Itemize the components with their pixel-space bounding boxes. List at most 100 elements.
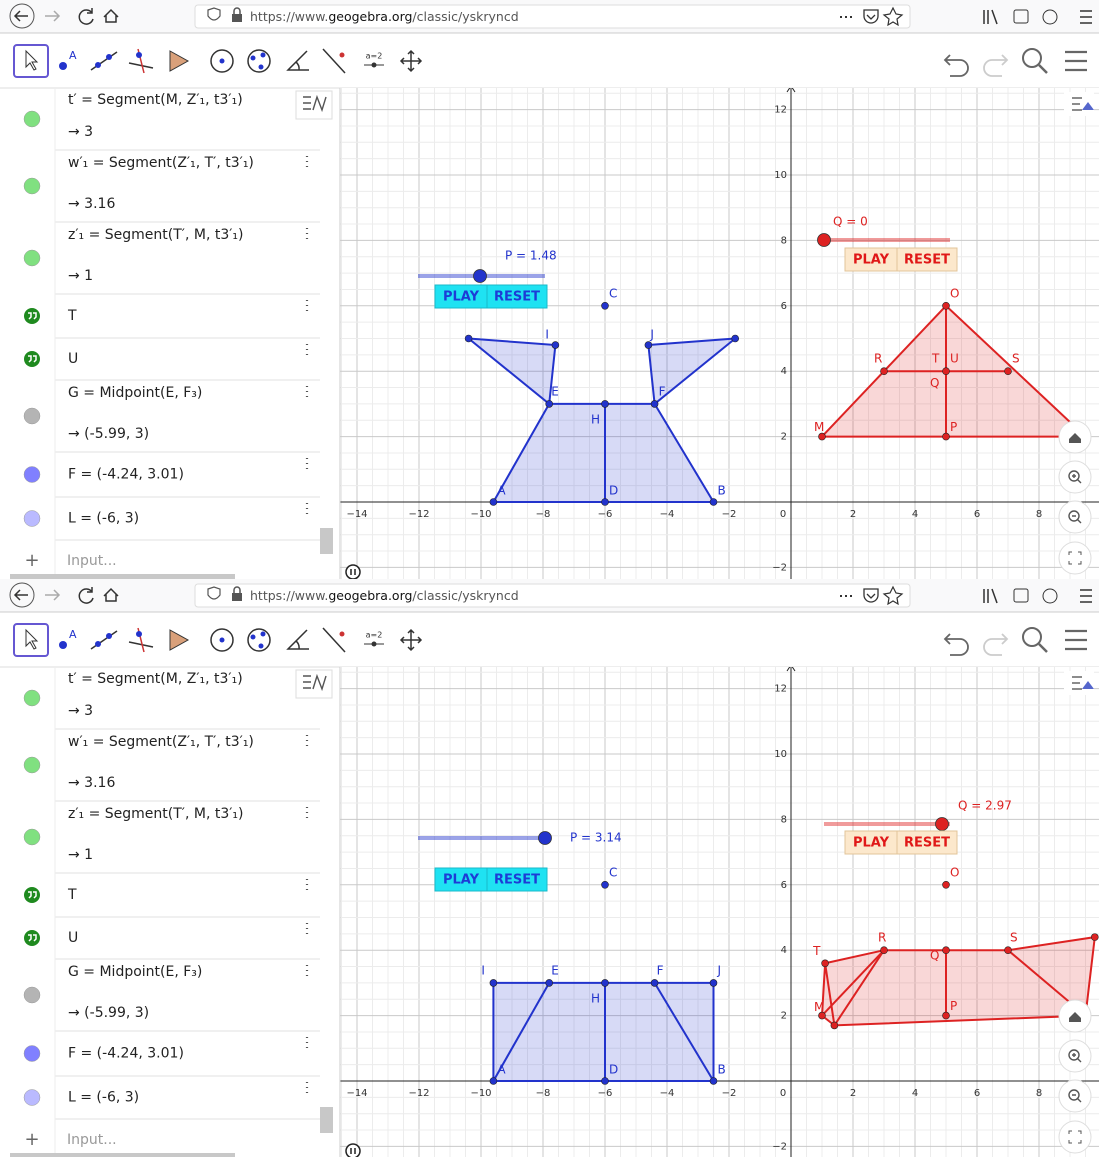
fullscreen-button[interactable]: [1058, 541, 1092, 575]
algebra-row[interactable]: z′₁ = Segment(T′, M, t3′₁) → 1: [23, 227, 309, 284]
point[interactable]: [818, 1011, 826, 1020]
zoom-out-button[interactable]: [1058, 1079, 1092, 1113]
point[interactable]: [601, 880, 609, 889]
point[interactable]: [1091, 933, 1099, 941]
point[interactable]: [1004, 946, 1012, 955]
tool-button[interactable]: [90, 51, 118, 71]
pause-button[interactable]: [345, 564, 361, 579]
point[interactable]: [731, 334, 740, 343]
menu-button[interactable]: [1065, 50, 1087, 72]
point[interactable]: [709, 1077, 718, 1085]
pocket-icon[interactable]: [863, 588, 879, 603]
library-icon[interactable]: [983, 588, 998, 604]
visibility-toggle[interactable]: [23, 466, 41, 483]
visibility-toggle[interactable]: [23, 177, 41, 195]
tool-button[interactable]: [399, 628, 423, 652]
point[interactable]: [489, 498, 498, 506]
point[interactable]: [709, 498, 718, 506]
point[interactable]: [464, 334, 473, 343]
algebra-row[interactable]: T: [24, 300, 309, 324]
tool-button[interactable]: [169, 629, 190, 651]
algebra-row[interactable]: L = (-6, 3): [23, 1082, 309, 1106]
tool-button[interactable]: A: [59, 49, 77, 70]
tool-button[interactable]: [128, 627, 154, 653]
reset-button[interactable]: [486, 284, 548, 309]
star-icon[interactable]: [882, 6, 904, 27]
slider-handle[interactable]: [817, 233, 831, 247]
menu-icon[interactable]: [1080, 10, 1092, 24]
tool-button[interactable]: [13, 44, 49, 78]
input-bar[interactable]: Input...: [67, 1132, 117, 1148]
point[interactable]: [551, 341, 560, 349]
algebra-row[interactable]: G = Midpoint(E, F₃) → (-5.99, 3): [23, 964, 309, 1021]
tool-button[interactable]: [286, 50, 309, 71]
tool-button[interactable]: [247, 628, 271, 652]
account-icon[interactable]: [1042, 9, 1058, 25]
visibility-toggle[interactable]: [23, 1089, 41, 1106]
point[interactable]: [644, 341, 653, 349]
tool-button[interactable]: [169, 50, 190, 72]
point[interactable]: [830, 1021, 839, 1030]
star-icon[interactable]: [882, 585, 904, 606]
point[interactable]: [601, 301, 609, 310]
algebra-row[interactable]: F = (-4.24, 3.01): [23, 458, 309, 483]
tool-button[interactable]: [286, 629, 309, 650]
tool-button[interactable]: [399, 49, 423, 73]
back-button[interactable]: [9, 3, 35, 29]
undo-button[interactable]: [943, 54, 969, 77]
library-icon[interactable]: [983, 9, 998, 25]
point[interactable]: [818, 432, 826, 441]
reload-button[interactable]: [78, 587, 94, 604]
redo-button[interactable]: [983, 633, 1009, 656]
point[interactable]: [601, 979, 609, 987]
slider-handle[interactable]: [473, 269, 487, 283]
point[interactable]: [880, 946, 888, 955]
zoom-in-button[interactable]: [1058, 460, 1092, 494]
point[interactable]: [1004, 367, 1012, 376]
point[interactable]: [942, 432, 950, 441]
slider-handle[interactable]: [935, 817, 949, 831]
forward-button[interactable]: [45, 10, 61, 22]
visibility-toggle[interactable]: [23, 1045, 41, 1062]
algebra-row[interactable]: w′₁ = Segment(Z′₁, T′, t3′₁) → 3.16: [23, 155, 309, 212]
point[interactable]: [709, 979, 718, 987]
point[interactable]: [880, 367, 888, 376]
algebra-row[interactable]: z′₁ = Segment(T′, M, t3′₁) → 1: [23, 806, 309, 863]
point[interactable]: [821, 959, 829, 968]
point[interactable]: [942, 1011, 950, 1020]
reset-button[interactable]: [486, 867, 548, 892]
fullscreen-button[interactable]: [1058, 1120, 1092, 1154]
tool-button[interactable]: A: [59, 628, 77, 649]
point[interactable]: [942, 301, 950, 310]
point[interactable]: [601, 400, 609, 408]
tool-button[interactable]: [322, 48, 346, 74]
pause-button[interactable]: [345, 1143, 361, 1157]
pocket-icon[interactable]: [863, 9, 879, 24]
point[interactable]: [489, 1077, 498, 1085]
tool-button[interactable]: [322, 627, 346, 653]
point[interactable]: [942, 946, 950, 955]
algebra-row[interactable]: U: [24, 344, 309, 367]
algebra-row[interactable]: w′₁ = Segment(Z′₁, T′, t3′₁) → 3.16: [23, 734, 309, 791]
redo-button[interactable]: [983, 54, 1009, 77]
slider-handle[interactable]: [538, 831, 552, 845]
visibility-toggle[interactable]: [23, 986, 41, 1004]
input-plus[interactable]: +: [24, 550, 39, 571]
sidebar-icon[interactable]: [1013, 588, 1029, 603]
reset-button[interactable]: [896, 830, 958, 855]
point[interactable]: [545, 400, 554, 408]
sidebar-icon[interactable]: [1013, 9, 1029, 24]
algebra-row[interactable]: T: [24, 879, 309, 903]
point[interactable]: [650, 400, 659, 408]
reset-button[interactable]: [896, 247, 958, 272]
point[interactable]: [489, 979, 498, 987]
menu-icon[interactable]: [1080, 589, 1092, 603]
tool-button[interactable]: a=2: [364, 52, 384, 68]
zoom-out-button[interactable]: [1058, 500, 1092, 534]
visibility-toggle[interactable]: [23, 249, 41, 267]
reload-button[interactable]: [78, 8, 94, 25]
visibility-toggle[interactable]: [23, 110, 41, 128]
tool-button[interactable]: [247, 49, 271, 73]
tool-button[interactable]: [90, 630, 118, 650]
algebra-row[interactable]: G = Midpoint(E, F₃) → (-5.99, 3): [23, 385, 309, 442]
